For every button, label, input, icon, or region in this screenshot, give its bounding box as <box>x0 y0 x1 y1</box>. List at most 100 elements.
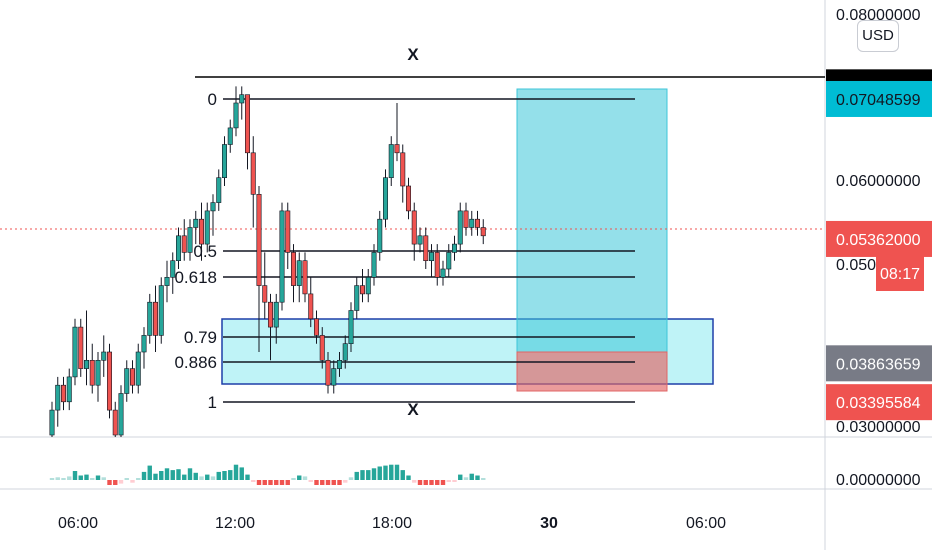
histogram-bar <box>159 471 164 480</box>
stop-loss-area[interactable] <box>516 351 668 392</box>
candle <box>446 244 452 278</box>
candle <box>84 310 90 386</box>
fib-retracement[interactable]: 0 0.5 0.618 0.79 0.886 1 <box>174 90 635 412</box>
take-profit-area[interactable] <box>516 88 668 353</box>
candle <box>285 202 291 269</box>
histogram-bar <box>130 480 135 483</box>
histogram-bar <box>285 480 290 485</box>
candle <box>135 343 141 394</box>
candle <box>216 169 222 211</box>
histogram-bar <box>187 468 193 480</box>
histogram-bar <box>354 471 359 480</box>
histogram-bar <box>176 469 181 480</box>
histogram-bar <box>113 480 118 485</box>
histogram-bar <box>320 480 325 485</box>
candle <box>440 260 446 286</box>
candle <box>78 318 84 377</box>
candle <box>89 343 95 394</box>
histogram-bar <box>95 475 101 480</box>
candle <box>417 227 423 253</box>
candle <box>66 368 72 411</box>
candle <box>147 293 153 344</box>
currency-button[interactable]: USD <box>857 20 899 52</box>
histogram-bar <box>61 478 66 480</box>
fib-level: 1 <box>208 393 635 412</box>
candle <box>302 252 308 303</box>
candle <box>423 227 429 269</box>
histogram-bar <box>72 471 78 480</box>
histogram-bar <box>245 474 250 480</box>
x-tick: 18:00 <box>372 515 412 532</box>
candle <box>457 202 463 253</box>
candle <box>49 401 55 437</box>
candle <box>348 302 354 352</box>
price-label-text: 0.03395584 <box>836 395 921 412</box>
histogram-bar <box>291 478 296 480</box>
histogram-bar <box>360 470 365 480</box>
candle <box>463 202 469 236</box>
candle <box>130 360 136 394</box>
candle <box>170 252 176 294</box>
histogram-bar <box>308 480 313 482</box>
annotation-x-bottom: X <box>407 400 419 419</box>
candle <box>365 269 371 303</box>
price-label: 0.07048599 <box>826 80 932 117</box>
candle <box>428 244 434 278</box>
histogram-bar <box>337 480 342 485</box>
candle <box>124 360 130 402</box>
histogram-bar <box>84 474 89 480</box>
candle <box>434 244 440 286</box>
histogram-bar <box>239 467 244 480</box>
candle <box>181 219 187 261</box>
y-tick: 0.06000000 <box>836 173 921 190</box>
countdown-text: 08:17 <box>880 266 920 283</box>
candle <box>388 136 394 186</box>
volume-histogram <box>49 464 486 485</box>
candle <box>405 177 411 220</box>
candle <box>222 136 228 186</box>
fib-level: 0 <box>208 90 635 109</box>
histogram-bar <box>389 464 394 480</box>
y-axis: 0.08000000 0.06000000 0.05000000 0.03000… <box>836 7 921 489</box>
candle <box>158 277 164 344</box>
candle <box>227 119 233 153</box>
candle <box>279 202 285 311</box>
histogram-bar <box>153 473 158 480</box>
fib-level-label: 0.5 <box>193 242 217 261</box>
histogram-bar <box>199 476 204 480</box>
candles <box>49 86 486 437</box>
histogram-bar <box>440 480 446 485</box>
histogram-bar <box>124 478 129 480</box>
candle <box>193 210 199 245</box>
histogram-bar <box>394 464 400 480</box>
candle <box>141 327 147 369</box>
histogram-bar <box>164 468 170 480</box>
x-tick: 06:00 <box>58 515 98 532</box>
histogram-bar <box>90 478 95 480</box>
price-label-text: 0.05362000 <box>836 232 921 249</box>
fib-level-label: 0.618 <box>174 268 217 287</box>
candle <box>101 335 107 377</box>
fib-level-label: 0 <box>208 90 217 109</box>
histogram-bar <box>210 476 216 480</box>
fib-level-label: 0.79 <box>184 328 217 347</box>
candle <box>245 94 251 170</box>
histogram-bar <box>118 480 124 484</box>
histogram-bar <box>423 480 428 485</box>
histogram-bar <box>475 475 480 480</box>
price-label-text: 0.07048599 <box>836 92 921 109</box>
histogram-bar <box>101 477 106 480</box>
histogram-bar <box>377 466 382 480</box>
histogram-bar <box>193 472 198 480</box>
candle <box>451 235 457 261</box>
histogram-bar <box>147 465 152 480</box>
candle <box>55 376 61 427</box>
histogram-bar <box>182 474 187 480</box>
candle <box>336 352 342 377</box>
price-label: 0.03395584 <box>826 384 932 421</box>
histogram-bar <box>49 478 55 480</box>
price-labels: 0.071886390.070485990.053620000.03863659… <box>826 69 932 421</box>
histogram-bar <box>233 464 239 480</box>
histogram-bar <box>463 477 469 480</box>
